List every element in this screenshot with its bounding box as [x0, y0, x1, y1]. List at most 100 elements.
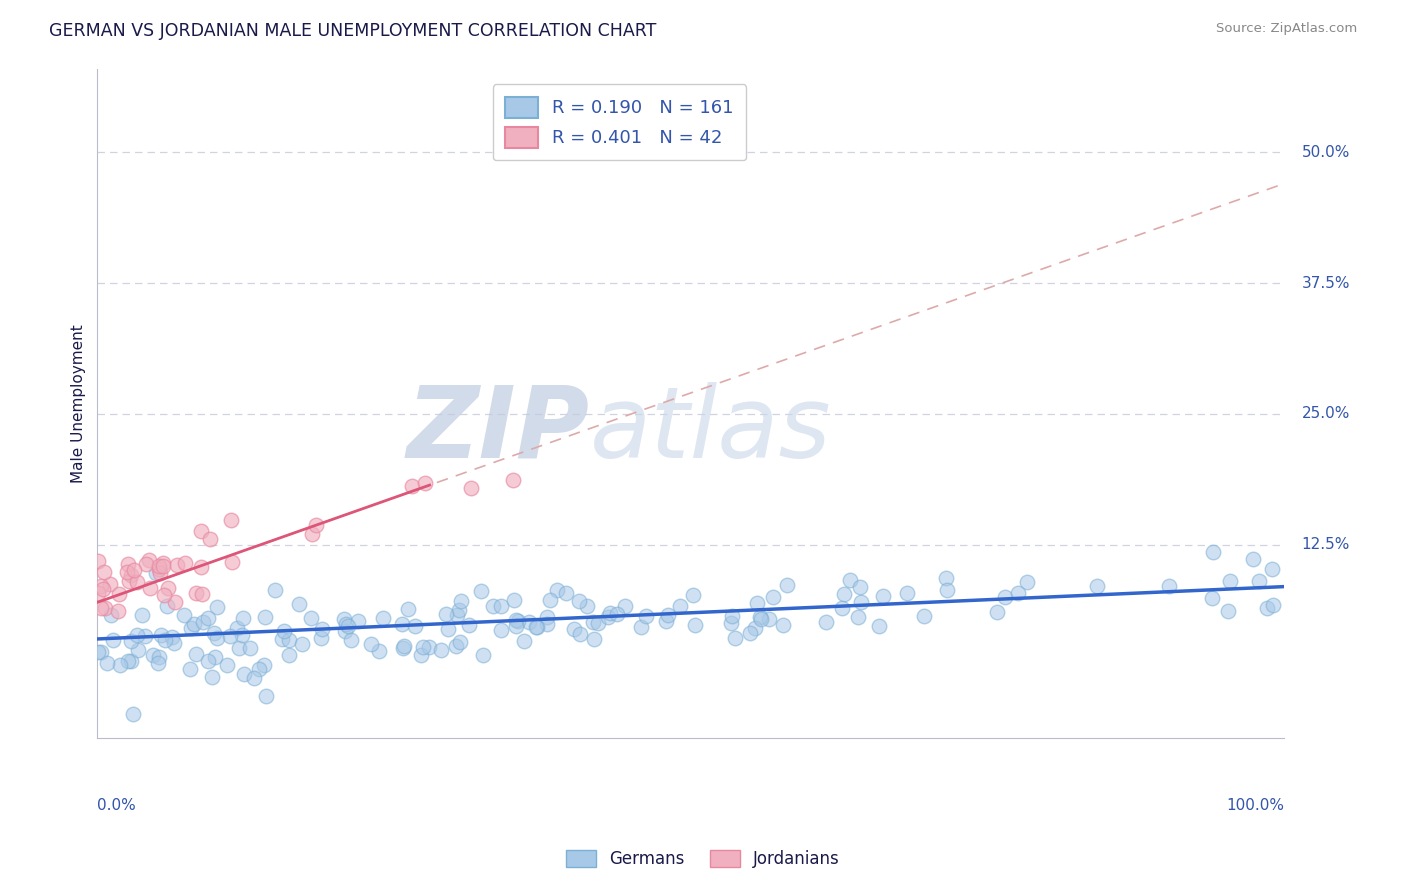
Point [191, 615, 214, 629]
Point [1085, 579, 1108, 593]
Point [155, 633, 177, 648]
Point [546, 582, 568, 597]
Point [447, 603, 470, 617]
Point [749, 612, 772, 626]
Point [838, 573, 860, 587]
Point [87, 645, 110, 659]
Point [412, 640, 434, 654]
Point [335, 617, 357, 632]
Point [1202, 545, 1225, 559]
Point [166, 558, 188, 572]
Point [190, 560, 212, 574]
Point [198, 532, 221, 546]
Point [100, 607, 122, 622]
Point [450, 594, 472, 608]
Point [831, 600, 853, 615]
Point [131, 608, 153, 623]
Point [243, 671, 266, 685]
Point [430, 642, 453, 657]
Point [1218, 604, 1240, 618]
Point [299, 611, 322, 625]
Point [758, 612, 780, 626]
Point [502, 473, 524, 487]
Point [228, 640, 250, 655]
Point [148, 558, 170, 573]
Point [278, 648, 301, 662]
Text: 37.5%: 37.5% [1302, 276, 1350, 291]
Point [217, 658, 239, 673]
Point [582, 615, 605, 630]
Point [127, 628, 149, 642]
Point [599, 606, 621, 620]
Point [205, 599, 228, 614]
Point [524, 620, 547, 634]
Point [108, 658, 131, 673]
Point [1007, 586, 1029, 600]
Point [446, 607, 468, 622]
Point [936, 582, 959, 597]
Point [392, 639, 415, 653]
Point [655, 614, 678, 628]
Text: 100.0%: 100.0% [1226, 798, 1284, 813]
Text: Source: ZipAtlas.com: Source: ZipAtlas.com [1216, 22, 1357, 36]
Point [152, 558, 174, 573]
Point [1159, 579, 1181, 593]
Point [153, 588, 176, 602]
Point [896, 586, 918, 600]
Point [744, 621, 766, 635]
Point [190, 524, 212, 538]
Point [1261, 562, 1284, 576]
Point [562, 623, 585, 637]
Text: 0.0%: 0.0% [97, 798, 136, 813]
Point [311, 632, 333, 646]
Point [683, 618, 706, 632]
Legend: R = 0.190   N = 161, R = 0.401   N = 42: R = 0.190 N = 161, R = 0.401 N = 42 [492, 84, 747, 161]
Point [471, 648, 494, 663]
Point [762, 590, 785, 604]
Point [335, 624, 357, 639]
Point [115, 565, 138, 579]
Point [205, 632, 228, 646]
Point [470, 584, 492, 599]
Point [163, 636, 186, 650]
Point [149, 566, 172, 581]
Point [586, 616, 609, 631]
Point [180, 621, 202, 635]
Point [458, 618, 481, 632]
Point [107, 604, 129, 618]
Point [986, 605, 1008, 619]
Point [184, 648, 207, 662]
Point [720, 609, 742, 624]
Point [98, 576, 121, 591]
Point [868, 618, 890, 632]
Point [197, 654, 219, 668]
Point [724, 632, 747, 646]
Point [418, 640, 440, 654]
Point [179, 662, 201, 676]
Legend: Germans, Jordanians: Germans, Jordanians [560, 843, 846, 875]
Point [184, 585, 207, 599]
Point [200, 670, 222, 684]
Point [253, 610, 276, 624]
Point [135, 557, 157, 571]
Point [1201, 591, 1223, 605]
Point [270, 632, 292, 646]
Point [191, 586, 214, 600]
Point [183, 617, 205, 632]
Point [569, 627, 592, 641]
Point [598, 610, 620, 624]
Point [517, 615, 540, 630]
Point [536, 610, 558, 624]
Point [392, 640, 415, 655]
Point [482, 599, 505, 613]
Point [460, 481, 482, 495]
Point [613, 599, 636, 614]
Point [872, 589, 894, 603]
Point [117, 557, 139, 571]
Point [254, 689, 277, 703]
Point [444, 639, 467, 653]
Point [371, 611, 394, 625]
Point [226, 621, 249, 635]
Point [404, 619, 426, 633]
Point [740, 625, 762, 640]
